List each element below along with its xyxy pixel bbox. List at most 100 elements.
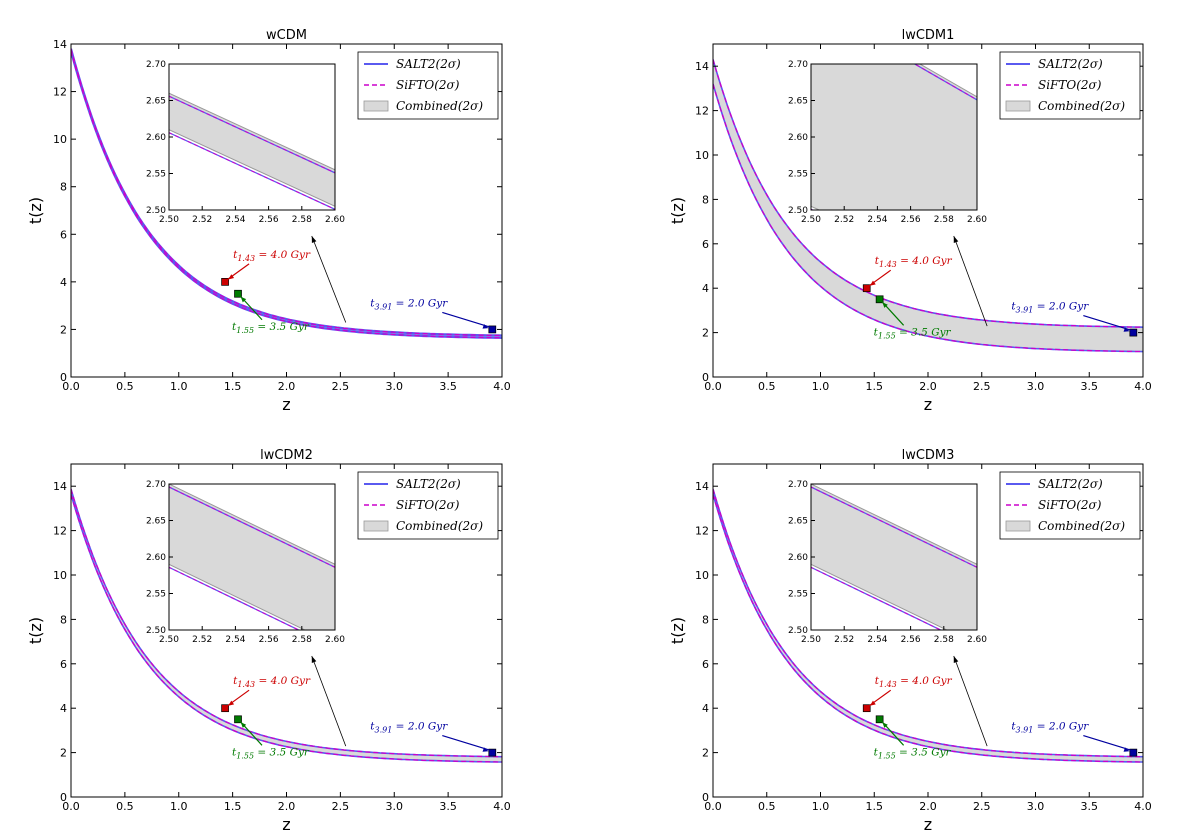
inset-y-tick-label: 2.55 [788, 590, 808, 600]
label-subscript: 1.55 [878, 331, 896, 340]
inset-plot-area [169, 92, 335, 210]
legend-label: SiFTO(2σ) [396, 498, 460, 512]
point-green [234, 289, 242, 298]
label-subscript: 3.91 [1016, 726, 1034, 735]
inset-y-tick-label: 2.60 [788, 133, 808, 143]
y-tick-label: 10 [53, 569, 67, 582]
y-tick-label: 4 [702, 282, 709, 295]
y-tick-label: 4 [60, 276, 67, 289]
x-tick-label: 0.5 [116, 380, 134, 393]
panel-title: lwCDM2 [260, 448, 313, 463]
x-tick-label: 2.0 [919, 380, 937, 393]
panel-lwCDM2: lwCDM2 0.0 0.5 1.0 1.5 2.0 2.5 3.0 3.5 4.0 0 2 4 6 8 10… [26, 448, 511, 834]
panel-title: lwCDM1 [902, 28, 955, 43]
label-red: t1.43 = 4.0 Gyr [233, 249, 311, 263]
panel-title: wCDM [266, 28, 307, 43]
inset-y-tick-label: 2.55 [146, 590, 166, 600]
pointer-blue [442, 311, 491, 328]
point-red [221, 704, 229, 713]
y-tick-label: 14 [53, 480, 67, 493]
y-tick-label: 12 [695, 105, 709, 118]
label-value: 3.5 [270, 321, 287, 333]
x-tick-label: 3.5 [1081, 800, 1099, 813]
inset-band [169, 93, 335, 207]
zoom-arrow-line [953, 235, 988, 327]
inset: 2.50 2.52 2.54 2.56 2.58 2.60 2.50 2.55 2.60 2.65… [788, 480, 987, 645]
pointer-head-blue [1123, 747, 1130, 752]
legend: SALT2(2σ) SiFTO(2σ) Combined(2σ) [999, 51, 1141, 120]
annotations: t1.43 = 4.0 Gyr t1.55 = 3.5 Gyr t3.91 = 2.… [862, 255, 1138, 340]
inset-x-tick-label: 2.56 [901, 635, 921, 645]
point-blue [1129, 748, 1138, 757]
legend: SALT2(2σ) SiFTO(2σ) Combined(2σ) [357, 471, 499, 540]
label-subscript: 1.43 [237, 254, 255, 263]
salt2-line-lower [71, 50, 502, 339]
zoom-arrow-head [311, 656, 317, 663]
point-red [862, 284, 871, 293]
legend-label: Combined(2σ) [396, 519, 483, 533]
zoom-arrow-head [953, 656, 959, 663]
inset-x-tick-label: 2.54 [225, 635, 245, 645]
inset-y-tick-label: 2.60 [146, 553, 166, 563]
inset-x-tick-label: 2.56 [259, 215, 279, 225]
label-red: t1.43 = 4.0 Gyr [875, 675, 953, 689]
legend-combined-swatch [363, 520, 389, 532]
y-tick-label: 6 [60, 228, 67, 241]
label-red: t1.43 = 4.0 Gyr [233, 675, 311, 689]
x-tick-label: 1.5 [224, 800, 242, 813]
label-blue: t3.91 = 2.0 Gyr [1011, 721, 1089, 735]
x-tick-label: 2.5 [973, 380, 991, 393]
inset-x-tick-label: 2.52 [192, 635, 212, 645]
pointer-head-green [240, 722, 247, 728]
x-tick-label: 2.0 [278, 800, 296, 813]
y-tick-label: 8 [702, 613, 709, 626]
inset-x-tick-label: 2.58 [934, 215, 954, 225]
inset-plot-area [811, 484, 977, 630]
plot-area [71, 488, 502, 763]
inset-y-tick-label: 2.55 [146, 170, 166, 180]
zoom-arrow [311, 235, 347, 323]
label-blue: t3.91 = 2.0 Gyr [370, 297, 448, 311]
inset-y-tick-label: 2.65 [788, 97, 808, 107]
y-tick-label: 2 [702, 747, 709, 760]
label-blue: t3.91 = 2.0 Gyr [370, 721, 448, 735]
inset-x-tick-label: 2.54 [867, 215, 887, 225]
combined-band [713, 489, 1143, 763]
label-subscript: 3.91 [1016, 306, 1034, 315]
x-tick-label: 1.5 [866, 380, 884, 393]
pointer-blue [1083, 735, 1132, 751]
legend-label: SiFTO(2σ) [396, 78, 460, 92]
inset-band [169, 484, 335, 630]
inset-y-tick-label: 2.65 [788, 517, 808, 527]
x-tick-label: 3.0 [1027, 380, 1045, 393]
label-value: 2.0 [1048, 301, 1066, 313]
pointer-head-green [882, 302, 888, 308]
y-axis-label: t(z) [668, 197, 687, 224]
panel-wCDM: wCDM 0.0 0.5 1.0 1.5 2.0 2.5 3.0 3.5 4.0 0 2 4 6 8 10 12… [26, 28, 511, 414]
panel-title: lwCDM3 [902, 448, 955, 463]
pointer-head-red [869, 700, 876, 706]
y-tick-label: 8 [60, 181, 67, 194]
label-subscript: 1.43 [237, 680, 255, 689]
inset-plot-area [811, 64, 977, 210]
zoom-arrow-head [953, 236, 959, 243]
inset-sifto-lower [169, 566, 300, 630]
label-value: 2.0 [1048, 721, 1066, 733]
zoom-arrow [953, 655, 988, 747]
inset-band-upper [169, 92, 335, 171]
inset-y-tick-label: 2.50 [788, 206, 808, 216]
inset-y-tick-label: 2.65 [146, 97, 166, 107]
x-axis-label: z [282, 815, 290, 834]
legend-label: SiFTO(2σ) [1038, 78, 1102, 92]
inset-x-tick-label: 2.54 [867, 635, 887, 645]
label-value: 3.5 [911, 326, 928, 338]
inset-band-upper [169, 484, 335, 565]
x-tick-label: 3.0 [1027, 800, 1045, 813]
label-value: 4.0 [911, 255, 929, 267]
point-green [875, 715, 884, 724]
inset-x-tick-label: 2.52 [192, 215, 212, 225]
y-axis-label: t(z) [668, 617, 687, 644]
x-axis-label: z [924, 395, 932, 414]
plot-area [713, 59, 1143, 353]
y-tick-label: 6 [702, 238, 709, 251]
